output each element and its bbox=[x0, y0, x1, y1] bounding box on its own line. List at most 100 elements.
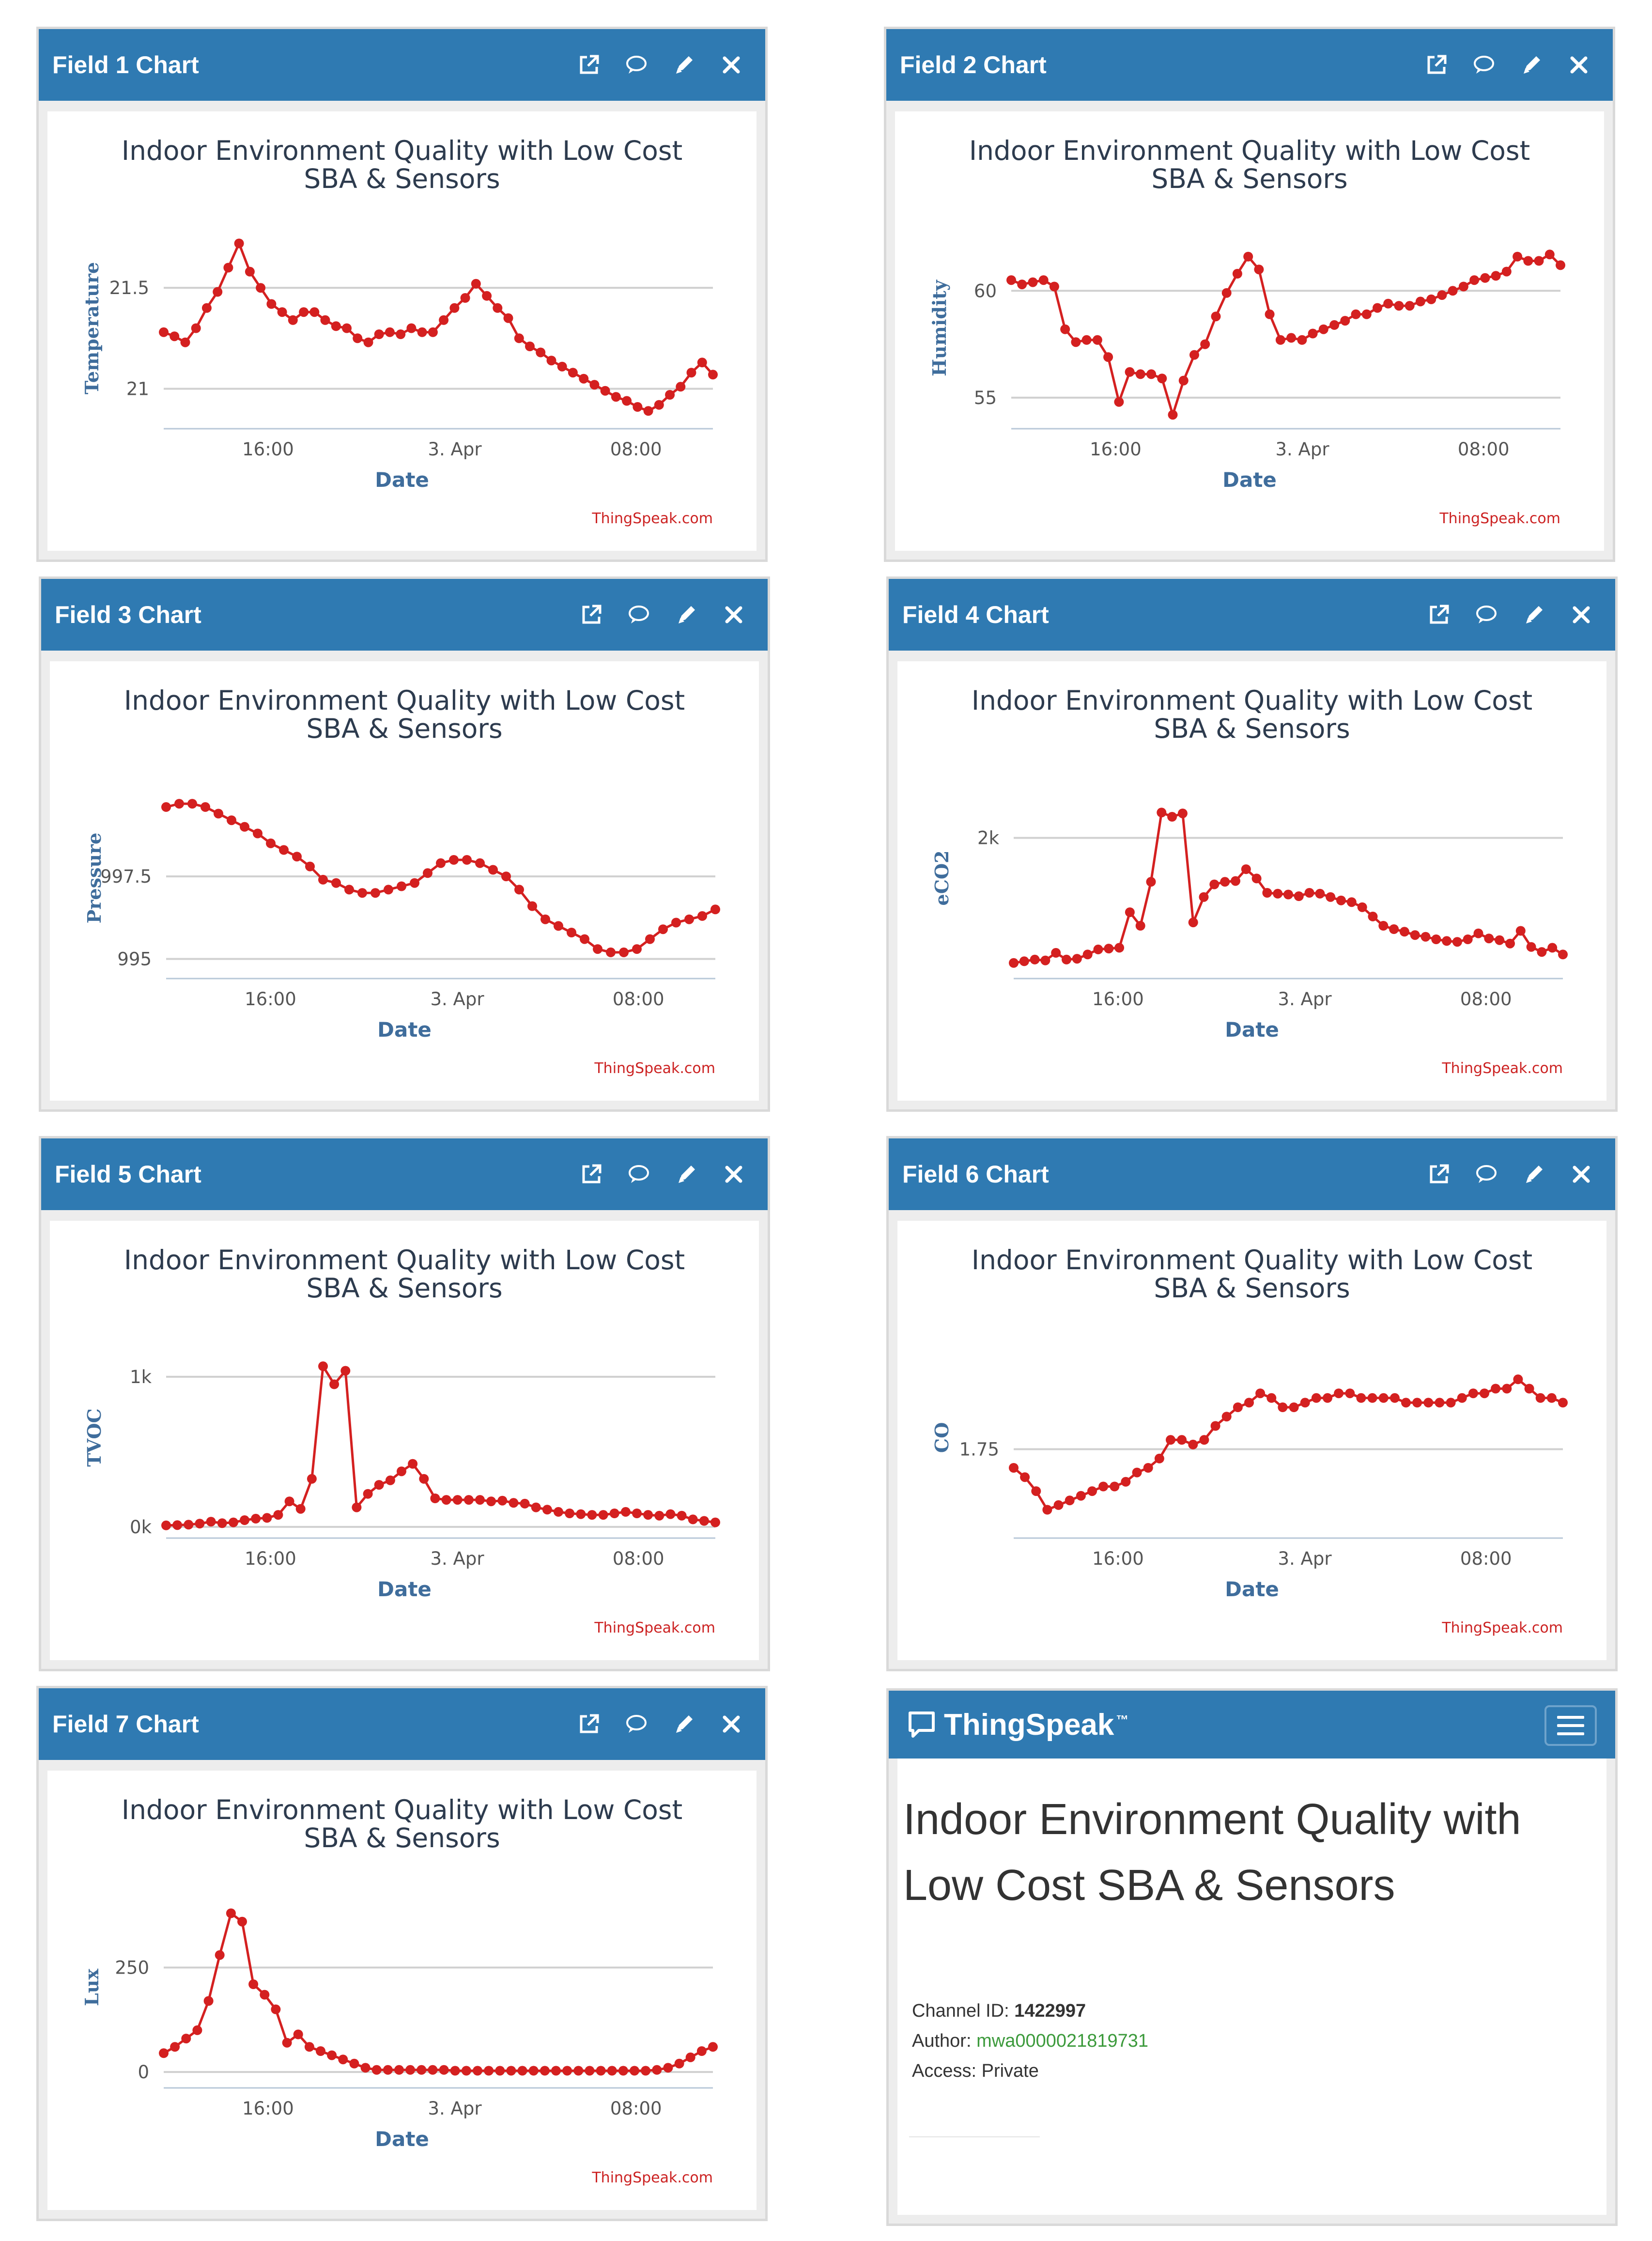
data-point[interactable] bbox=[1209, 879, 1220, 889]
pencil-icon[interactable] bbox=[672, 1712, 695, 1736]
data-point[interactable] bbox=[397, 1466, 406, 1477]
data-point[interactable] bbox=[417, 327, 427, 337]
data-point[interactable] bbox=[1484, 934, 1494, 944]
external-link-icon[interactable] bbox=[577, 1712, 601, 1736]
data-point[interactable] bbox=[441, 1495, 451, 1505]
data-point[interactable] bbox=[509, 1498, 519, 1508]
data-point[interactable] bbox=[288, 315, 298, 325]
data-point[interactable] bbox=[1491, 1384, 1501, 1394]
data-point[interactable] bbox=[450, 2066, 460, 2076]
data-point[interactable] bbox=[237, 1916, 247, 1927]
data-point[interactable] bbox=[708, 370, 718, 380]
data-point[interactable] bbox=[1076, 1491, 1086, 1501]
data-point[interactable] bbox=[1336, 895, 1346, 905]
data-point[interactable] bbox=[405, 2065, 416, 2075]
close-icon[interactable] bbox=[720, 53, 743, 77]
data-point[interactable] bbox=[488, 865, 498, 875]
data-point[interactable] bbox=[506, 2066, 516, 2076]
data-point[interactable] bbox=[1390, 1393, 1400, 1403]
data-point[interactable] bbox=[568, 368, 578, 378]
data-point[interactable] bbox=[475, 1495, 485, 1505]
data-point[interactable] bbox=[1042, 1505, 1052, 1515]
data-point[interactable] bbox=[1435, 1398, 1445, 1408]
data-point[interactable] bbox=[1535, 1393, 1545, 1403]
data-point[interactable] bbox=[371, 888, 380, 898]
data-point[interactable] bbox=[632, 1509, 642, 1518]
data-point[interactable] bbox=[652, 2065, 662, 2075]
data-point[interactable] bbox=[191, 323, 201, 333]
data-point[interactable] bbox=[1361, 309, 1372, 319]
data-point[interactable] bbox=[240, 822, 249, 832]
pencil-icon[interactable] bbox=[1520, 53, 1543, 77]
data-point[interactable] bbox=[632, 944, 642, 954]
data-point[interactable] bbox=[1502, 1384, 1512, 1394]
data-point[interactable] bbox=[1199, 1435, 1209, 1445]
data-point[interactable] bbox=[273, 1510, 283, 1520]
data-point[interactable] bbox=[240, 1515, 249, 1525]
data-point[interactable] bbox=[331, 878, 341, 888]
data-point[interactable] bbox=[546, 356, 556, 366]
data-point[interactable] bbox=[554, 1507, 563, 1517]
data-point[interactable] bbox=[282, 2038, 292, 2048]
data-point[interactable] bbox=[460, 293, 470, 303]
data-point[interactable] bbox=[360, 2063, 371, 2073]
data-point[interactable] bbox=[1030, 954, 1040, 965]
data-point[interactable] bbox=[1495, 935, 1505, 945]
data-point[interactable] bbox=[1515, 926, 1526, 936]
data-point[interactable] bbox=[501, 872, 511, 882]
data-point[interactable] bbox=[292, 852, 302, 862]
data-point[interactable] bbox=[710, 1517, 720, 1527]
data-point[interactable] bbox=[1378, 921, 1389, 931]
data-point[interactable] bbox=[262, 1513, 272, 1523]
data-point[interactable] bbox=[1019, 956, 1029, 966]
pencil-icon[interactable] bbox=[672, 53, 695, 77]
data-point[interactable] bbox=[1394, 301, 1404, 311]
data-point[interactable] bbox=[1009, 958, 1019, 968]
data-point[interactable] bbox=[580, 934, 589, 944]
data-point[interactable] bbox=[1401, 1398, 1411, 1408]
data-point[interactable] bbox=[428, 2065, 438, 2075]
data-point[interactable] bbox=[654, 1510, 664, 1521]
data-point[interactable] bbox=[696, 2046, 707, 2056]
data-point[interactable] bbox=[192, 2025, 202, 2035]
data-point[interactable] bbox=[1524, 1384, 1534, 1394]
data-point[interactable] bbox=[307, 1474, 317, 1484]
data-point[interactable] bbox=[1547, 943, 1558, 953]
data-point[interactable] bbox=[1189, 350, 1199, 360]
data-point[interactable] bbox=[279, 845, 289, 855]
data-point[interactable] bbox=[195, 1519, 205, 1529]
data-point[interactable] bbox=[606, 947, 616, 957]
data-point[interactable] bbox=[439, 315, 449, 325]
data-point[interactable] bbox=[1469, 275, 1480, 285]
data-point[interactable] bbox=[217, 1518, 227, 1528]
data-point[interactable] bbox=[245, 266, 255, 277]
data-point[interactable] bbox=[697, 358, 707, 368]
thingspeak-credit-link[interactable]: ThingSpeak.com bbox=[591, 510, 713, 527]
data-point[interactable] bbox=[1132, 1467, 1142, 1478]
data-point[interactable] bbox=[493, 303, 503, 313]
data-point[interactable] bbox=[1072, 954, 1082, 964]
data-point[interactable] bbox=[396, 329, 406, 339]
data-point[interactable] bbox=[1040, 955, 1050, 965]
data-point[interactable] bbox=[1452, 937, 1462, 947]
data-point[interactable] bbox=[1383, 298, 1393, 309]
data-point[interactable] bbox=[385, 327, 395, 337]
data-point[interactable] bbox=[685, 2052, 695, 2062]
data-point[interactable] bbox=[1334, 1388, 1344, 1399]
data-point[interactable] bbox=[342, 323, 352, 333]
data-point[interactable] bbox=[1081, 335, 1092, 345]
thingspeak-logo[interactable]: ThingSpeak ™ bbox=[906, 1705, 1128, 1744]
data-point[interactable] bbox=[609, 1509, 619, 1518]
data-point[interactable] bbox=[363, 337, 373, 347]
data-point[interactable] bbox=[471, 279, 481, 289]
data-point[interactable] bbox=[383, 2065, 393, 2075]
data-point[interactable] bbox=[633, 402, 643, 412]
data-point[interactable] bbox=[1415, 296, 1425, 307]
external-link-icon[interactable] bbox=[580, 1163, 603, 1186]
data-point[interactable] bbox=[557, 361, 567, 372]
data-point[interactable] bbox=[1104, 944, 1114, 954]
comment-icon[interactable] bbox=[625, 1712, 648, 1736]
data-point[interactable] bbox=[598, 1510, 608, 1520]
comment-icon[interactable] bbox=[1475, 1163, 1498, 1186]
data-point[interactable] bbox=[363, 1489, 373, 1499]
